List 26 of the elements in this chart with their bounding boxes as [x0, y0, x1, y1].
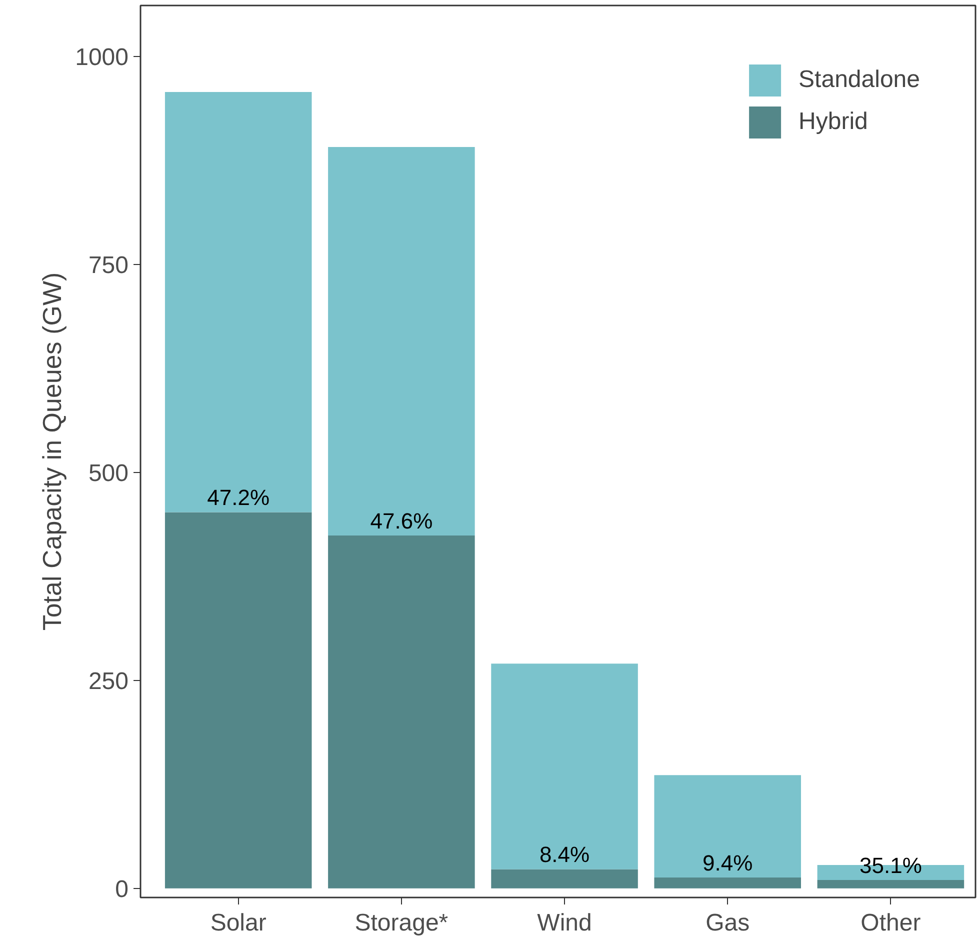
x-tick-label: Gas — [706, 910, 750, 936]
y-tick-label: 250 — [88, 668, 129, 695]
bar — [491, 664, 638, 870]
x-tick-label: Wind — [537, 910, 592, 936]
y-tick-label: 0 — [115, 876, 129, 903]
y-tick-label: 750 — [88, 252, 129, 279]
annotation: 47.6% — [370, 508, 433, 534]
bar — [164, 92, 312, 512]
legend-label: Standalone — [798, 66, 920, 94]
bar — [491, 869, 638, 888]
annotation: 47.2% — [207, 485, 270, 510]
bar — [654, 878, 801, 888]
bar — [654, 775, 801, 878]
x-tick-label: Solar — [210, 910, 266, 936]
annotation: 9.4% — [702, 850, 753, 876]
bar — [164, 512, 312, 888]
bar — [817, 880, 964, 888]
legend-label: Hybrid — [798, 108, 868, 136]
bar — [328, 536, 475, 888]
y-axis-title: Total Capacity in Queues (GW) — [37, 272, 68, 631]
bar — [328, 146, 475, 536]
y-tick-label: 1000 — [75, 44, 128, 71]
annotation: 8.4% — [539, 842, 590, 868]
x-tick-label: Storage* — [354, 910, 448, 936]
y-tick-label: 500 — [88, 460, 129, 487]
x-tick-label: Other — [860, 910, 921, 936]
